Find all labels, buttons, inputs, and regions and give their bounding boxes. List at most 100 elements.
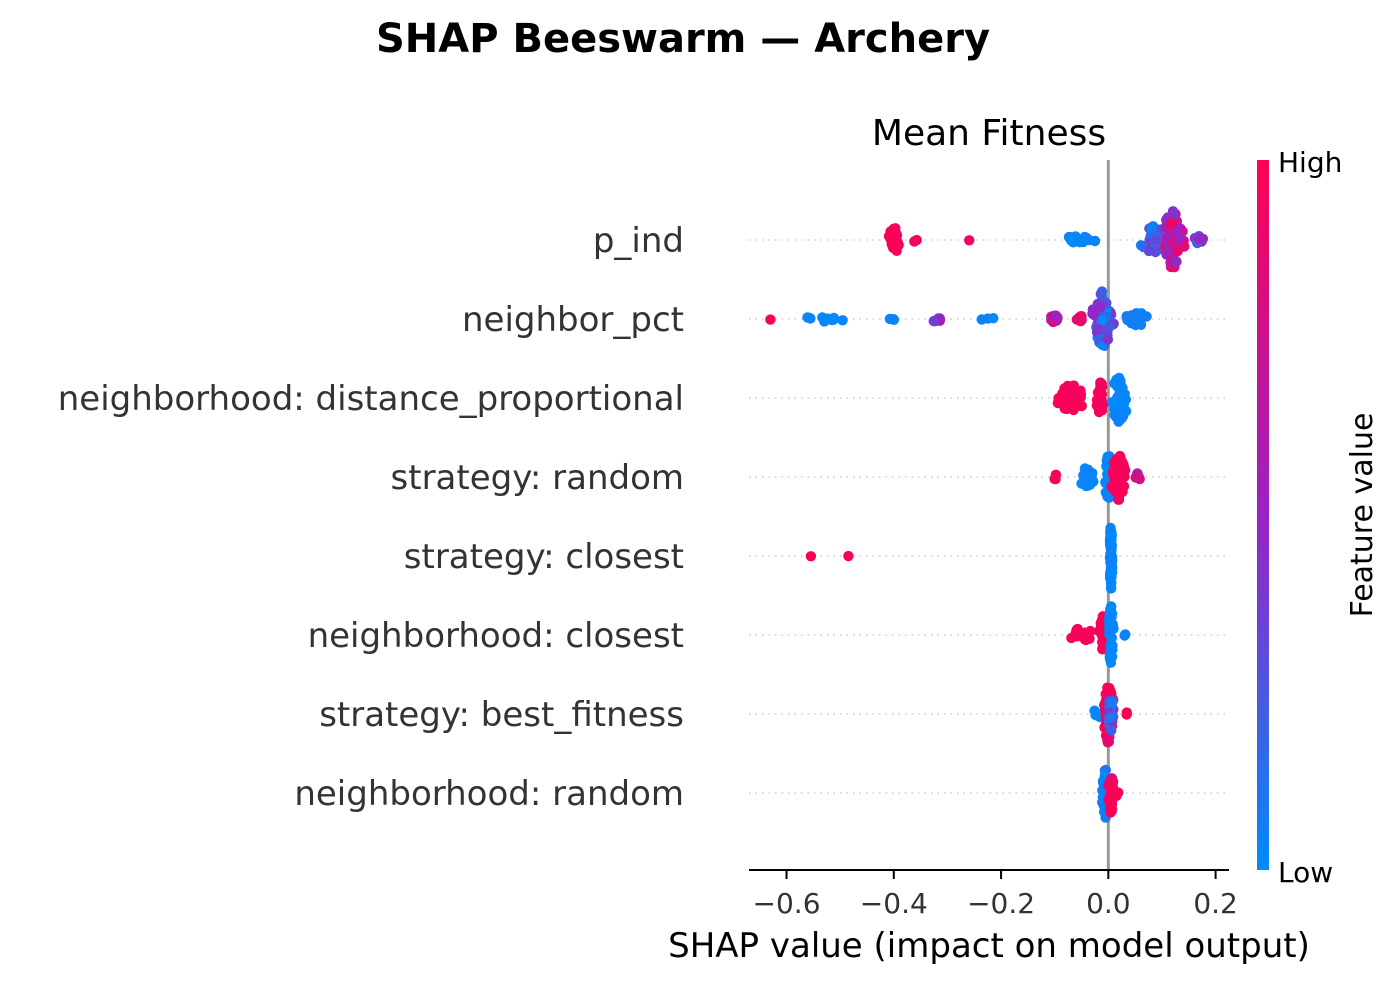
feature-label: p_ind — [593, 221, 684, 261]
shap-point — [892, 236, 903, 248]
shap-point — [1114, 377, 1125, 389]
shap-point — [1095, 302, 1106, 313]
shap-point — [1167, 206, 1179, 217]
shap-point — [1166, 218, 1177, 229]
x-axis-label: SHAP value (impact on model output) — [668, 926, 1310, 966]
x-tick-label: −0.4 — [860, 887, 928, 920]
shap-point — [890, 223, 901, 234]
shap-point — [1092, 387, 1104, 398]
shap-point — [1079, 231, 1091, 243]
shap-point — [1096, 620, 1107, 631]
shap-point — [1075, 389, 1087, 400]
shap-point — [1175, 231, 1186, 242]
shap-point — [1106, 481, 1117, 492]
shap-point — [1119, 630, 1130, 641]
feature-label: neighborhood: closest — [308, 616, 684, 656]
shap-point — [1121, 311, 1132, 323]
shap-point — [1089, 235, 1101, 247]
shap-point — [1068, 380, 1080, 391]
x-tick-label: −0.6 — [753, 887, 821, 920]
shap-point — [805, 551, 817, 562]
shap-point — [1050, 473, 1061, 485]
shap-point — [1095, 288, 1107, 300]
figure-title: SHAP Beeswarm — Archery — [376, 16, 990, 62]
shap-point — [1076, 400, 1088, 412]
shap-point — [1081, 630, 1092, 641]
shap-point — [1105, 686, 1116, 697]
shap-point — [1102, 491, 1113, 502]
feature-label: neighborhood: distance_proportional — [58, 379, 684, 419]
shap-point — [1105, 606, 1116, 617]
shap-point — [1100, 325, 1112, 336]
shap-point — [1104, 712, 1115, 724]
shap-point — [1141, 311, 1152, 322]
shap-point — [1105, 522, 1116, 534]
shap-point — [1053, 393, 1064, 404]
x-tick-label: 0.2 — [1193, 887, 1238, 920]
shap-point — [805, 313, 816, 324]
shap-point — [1092, 323, 1104, 335]
shap-point — [1115, 408, 1127, 419]
shap-point — [1093, 406, 1105, 418]
shap-point — [765, 314, 776, 325]
feature-label: strategy: best_fitness — [319, 695, 684, 735]
feature-label: neighborhood: random — [294, 774, 684, 814]
shap-point — [1119, 391, 1130, 402]
shap-point — [1171, 256, 1182, 267]
shap-point — [964, 235, 975, 246]
colorbar-high-label: High — [1278, 146, 1342, 179]
shap-point — [1107, 618, 1118, 630]
shap-point — [1179, 241, 1190, 252]
shap-point — [1112, 469, 1123, 481]
shap-point — [1193, 233, 1205, 245]
feature-label: strategy: closest — [404, 537, 684, 577]
colorbar-low-label: Low — [1278, 856, 1333, 889]
shap-point — [1098, 399, 1109, 410]
shap-point — [1107, 567, 1118, 578]
shap-point — [1102, 334, 1114, 345]
shap-point — [988, 313, 999, 324]
feature-label: neighbor_pct — [462, 300, 684, 340]
shap-point — [1065, 234, 1077, 245]
feature-labels: p_ind neighbor_pct neighborhood: distance_… — [58, 221, 684, 814]
beeswarm-points — [765, 206, 1209, 823]
shap-point — [1106, 697, 1117, 709]
shap-point — [1121, 707, 1133, 718]
shap-point — [1110, 787, 1121, 798]
shap-point — [1105, 651, 1117, 663]
shap-point — [826, 314, 837, 326]
shap-point — [1096, 315, 1108, 326]
shap-point — [1075, 311, 1087, 322]
shap-point — [1112, 399, 1124, 410]
shap-point — [928, 315, 939, 327]
shap-point — [1106, 556, 1117, 567]
x-tick-label: 0.0 — [1086, 887, 1131, 920]
colorbar — [1257, 160, 1269, 870]
shap-point — [843, 550, 854, 562]
x-axis-ticks: −0.6 −0.4 −0.2 0.0 0.2 — [753, 870, 1238, 920]
chart-title: Mean Fitness — [872, 113, 1106, 154]
shap-point — [837, 315, 848, 326]
shap-point — [1144, 245, 1155, 256]
shap-point — [888, 314, 899, 325]
shap-point — [1095, 377, 1106, 388]
shap-point — [1150, 234, 1162, 246]
shap-point — [1087, 307, 1099, 319]
shap-point — [909, 236, 920, 247]
shap-point — [1071, 625, 1082, 636]
shap-point — [1106, 805, 1117, 817]
shap-point — [1050, 310, 1062, 321]
colorbar-label: Feature value — [1345, 413, 1380, 618]
x-tick-label: −0.2 — [967, 887, 1035, 920]
shap-point — [1133, 472, 1144, 483]
shap-point — [1102, 735, 1113, 746]
shap-point — [1167, 238, 1178, 250]
shap-point — [1105, 577, 1117, 588]
shap-point — [1105, 644, 1116, 655]
shap-point — [1079, 472, 1091, 483]
feature-label: strategy: random — [391, 458, 684, 498]
shap-point — [1106, 725, 1117, 736]
shap-point — [1116, 455, 1128, 467]
shap-point — [1132, 314, 1143, 325]
